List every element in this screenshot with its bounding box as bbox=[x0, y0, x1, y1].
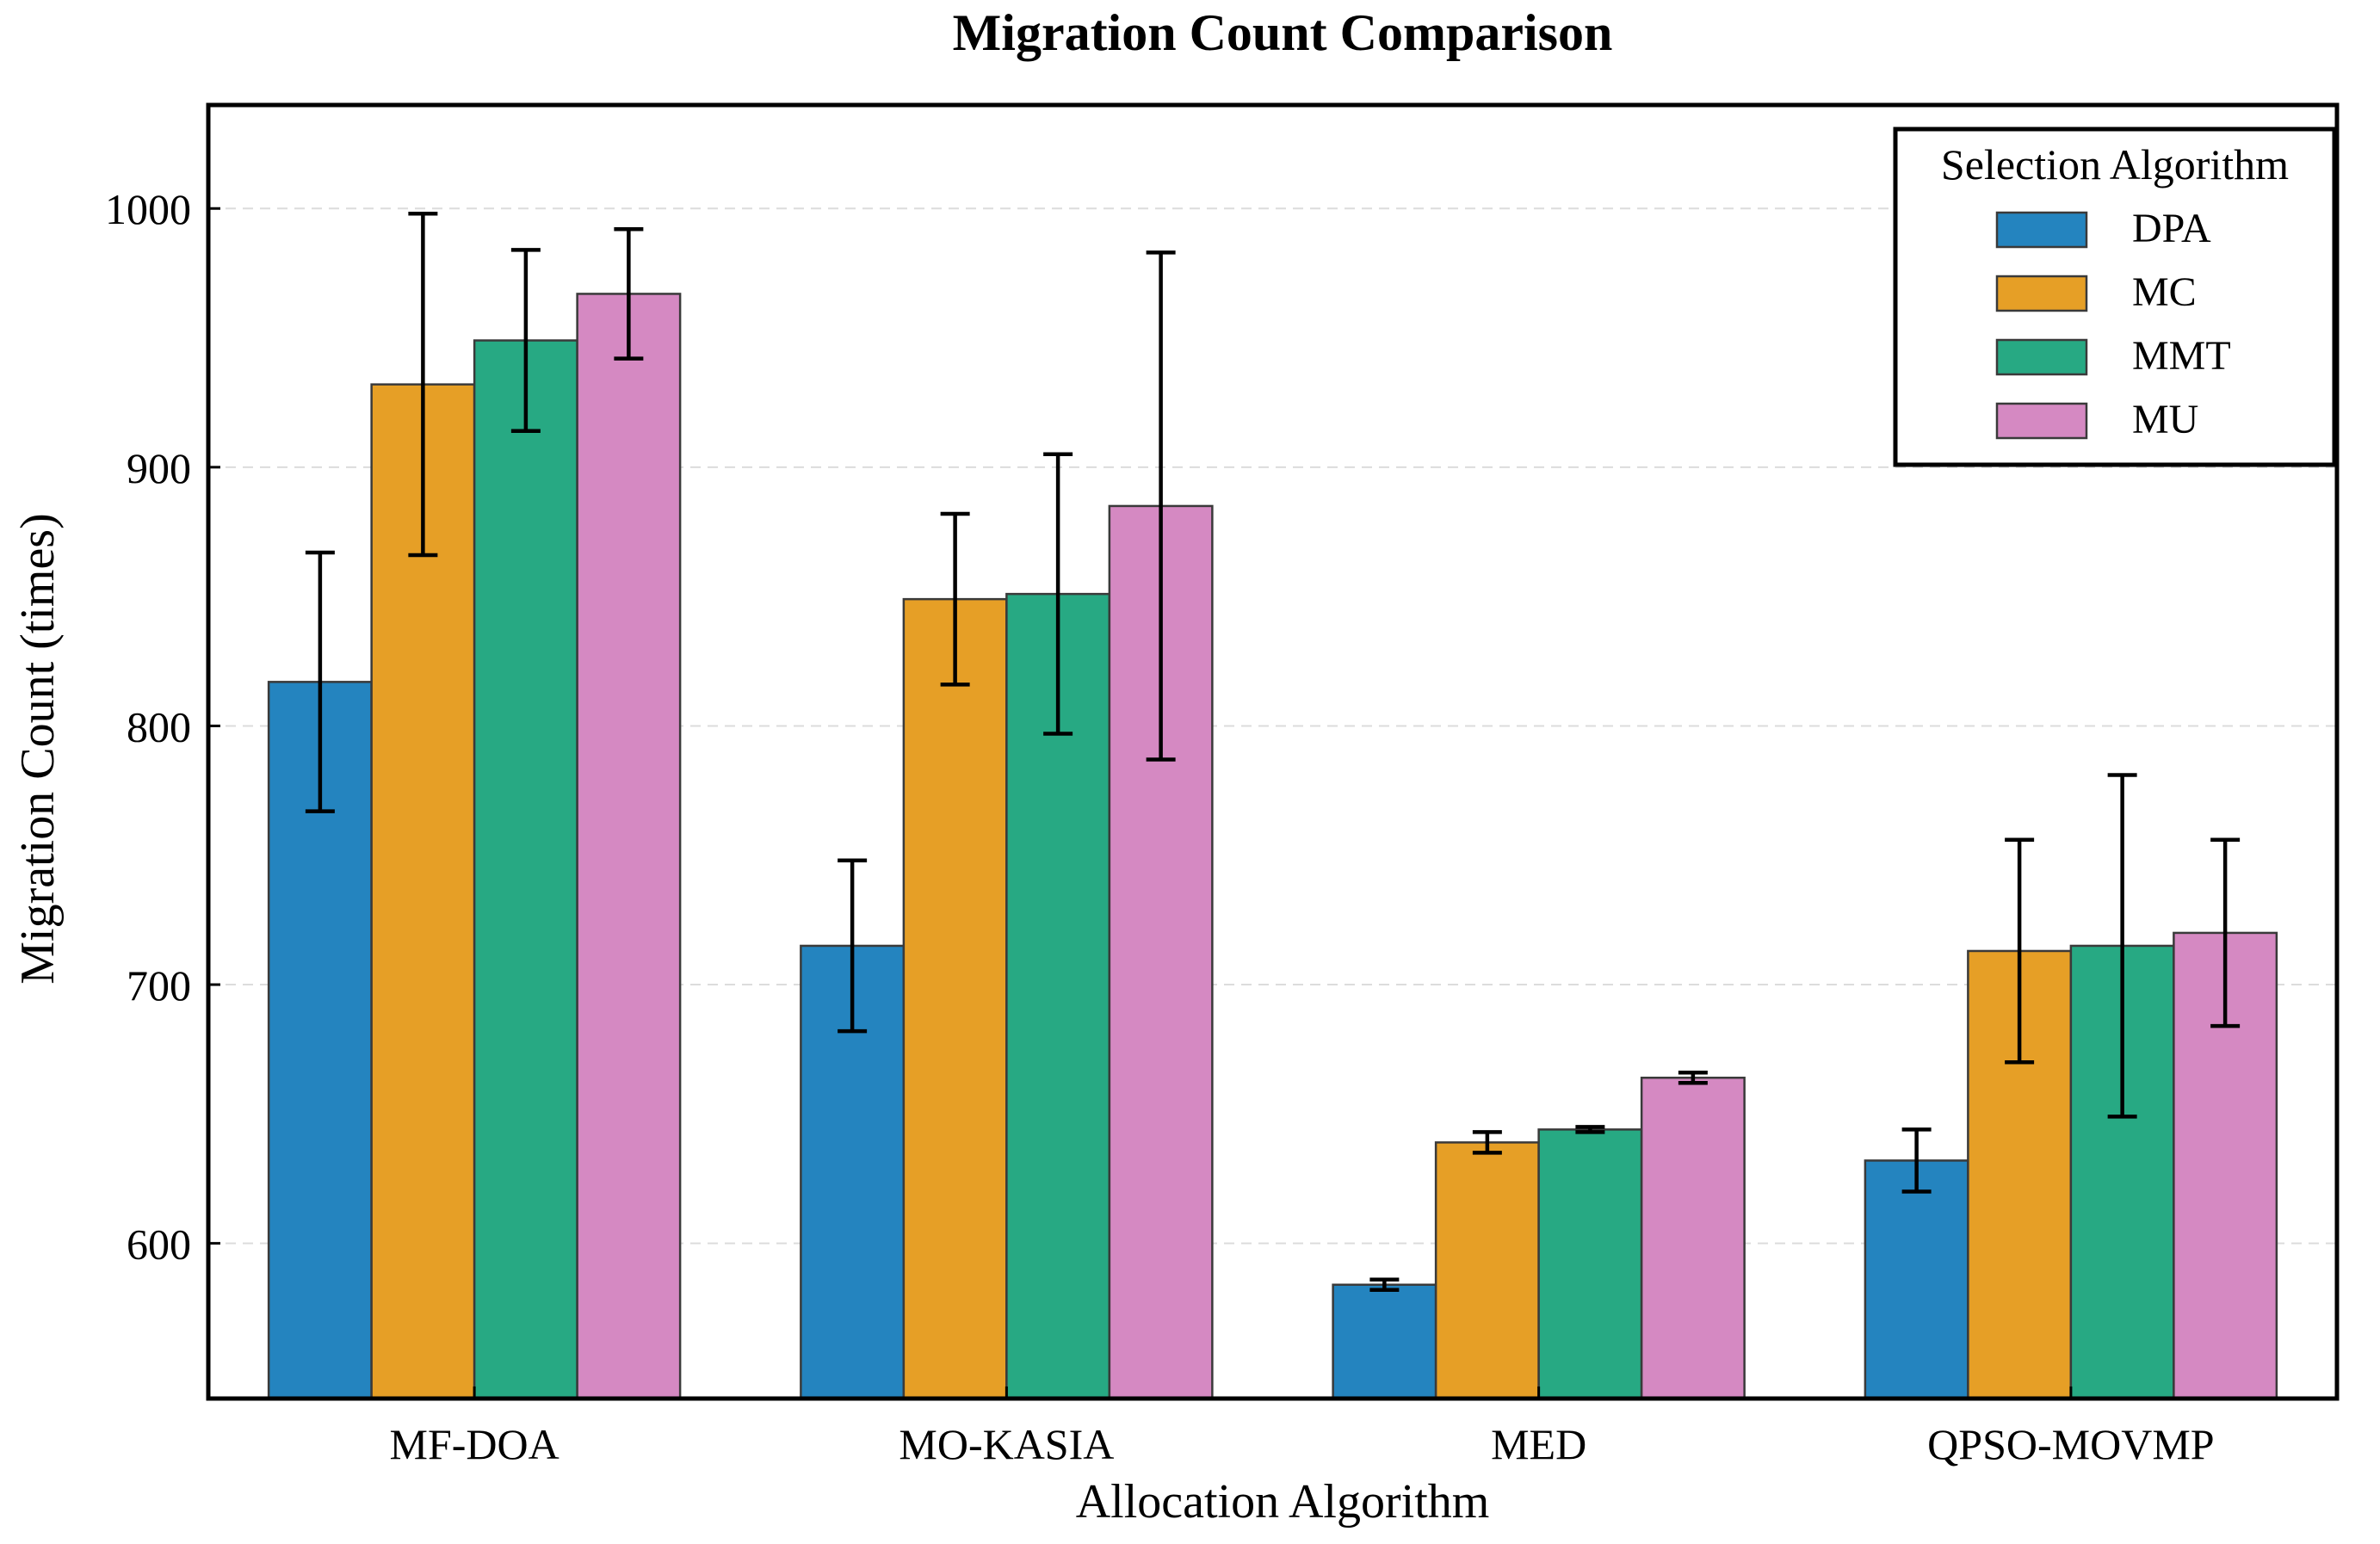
x-tick-label: MO-KASIA bbox=[899, 1420, 1114, 1468]
chart-title: Migration Count Comparison bbox=[953, 4, 1613, 61]
legend-label-mu: MU bbox=[2132, 397, 2198, 442]
axes-layer: 600 700 800 900 1000 MF-DOA MO-KASIA MED QPSO-MO… bbox=[105, 102, 2340, 1468]
x-tick-label: MED bbox=[1491, 1420, 1586, 1468]
x-tick-label: QPSO-MOVMP bbox=[1927, 1420, 2214, 1468]
legend-box bbox=[1893, 127, 2337, 467]
error-bars-layer bbox=[305, 212, 2241, 1292]
y-axis-label: Migration Count (times) bbox=[11, 513, 65, 985]
y-tick-label: 1000 bbox=[105, 185, 191, 233]
legend-swatch-dpa bbox=[1995, 211, 2088, 249]
legend-title: Selection Algorithm bbox=[1941, 140, 2289, 188]
bar-mmt bbox=[473, 339, 578, 1400]
bar-mu bbox=[576, 293, 682, 1400]
x-axis-label: Allocation Algorithm bbox=[1076, 1475, 1490, 1529]
bar-mc bbox=[1434, 1141, 1540, 1400]
y-tick-label: 900 bbox=[127, 444, 191, 492]
y-tick-label: 700 bbox=[127, 961, 191, 1010]
bar-dpa bbox=[1864, 1159, 1969, 1400]
y-tick-label: 600 bbox=[127, 1220, 191, 1269]
y-tick-label: 800 bbox=[127, 702, 191, 750]
legend-swatch-mmt bbox=[1995, 338, 2088, 376]
legend-label-mc: MC bbox=[2132, 269, 2197, 315]
legend: Selection Algorithm DPA MC MMT MU bbox=[1893, 127, 2337, 467]
legend-label-dpa: DPA bbox=[2132, 206, 2211, 251]
bar-mc bbox=[902, 597, 1008, 1400]
legend-swatch-mc bbox=[1995, 275, 2088, 312]
legend-label-mmt: MMT bbox=[2132, 333, 2231, 379]
bar-dpa bbox=[1332, 1283, 1437, 1400]
legend-swatch-mu bbox=[1995, 402, 2088, 440]
x-tick-label: MF-DOA bbox=[390, 1420, 559, 1468]
bar-mu bbox=[1640, 1077, 1746, 1400]
plot-frame bbox=[206, 102, 2340, 1401]
bar-mmt bbox=[1537, 1128, 1643, 1400]
